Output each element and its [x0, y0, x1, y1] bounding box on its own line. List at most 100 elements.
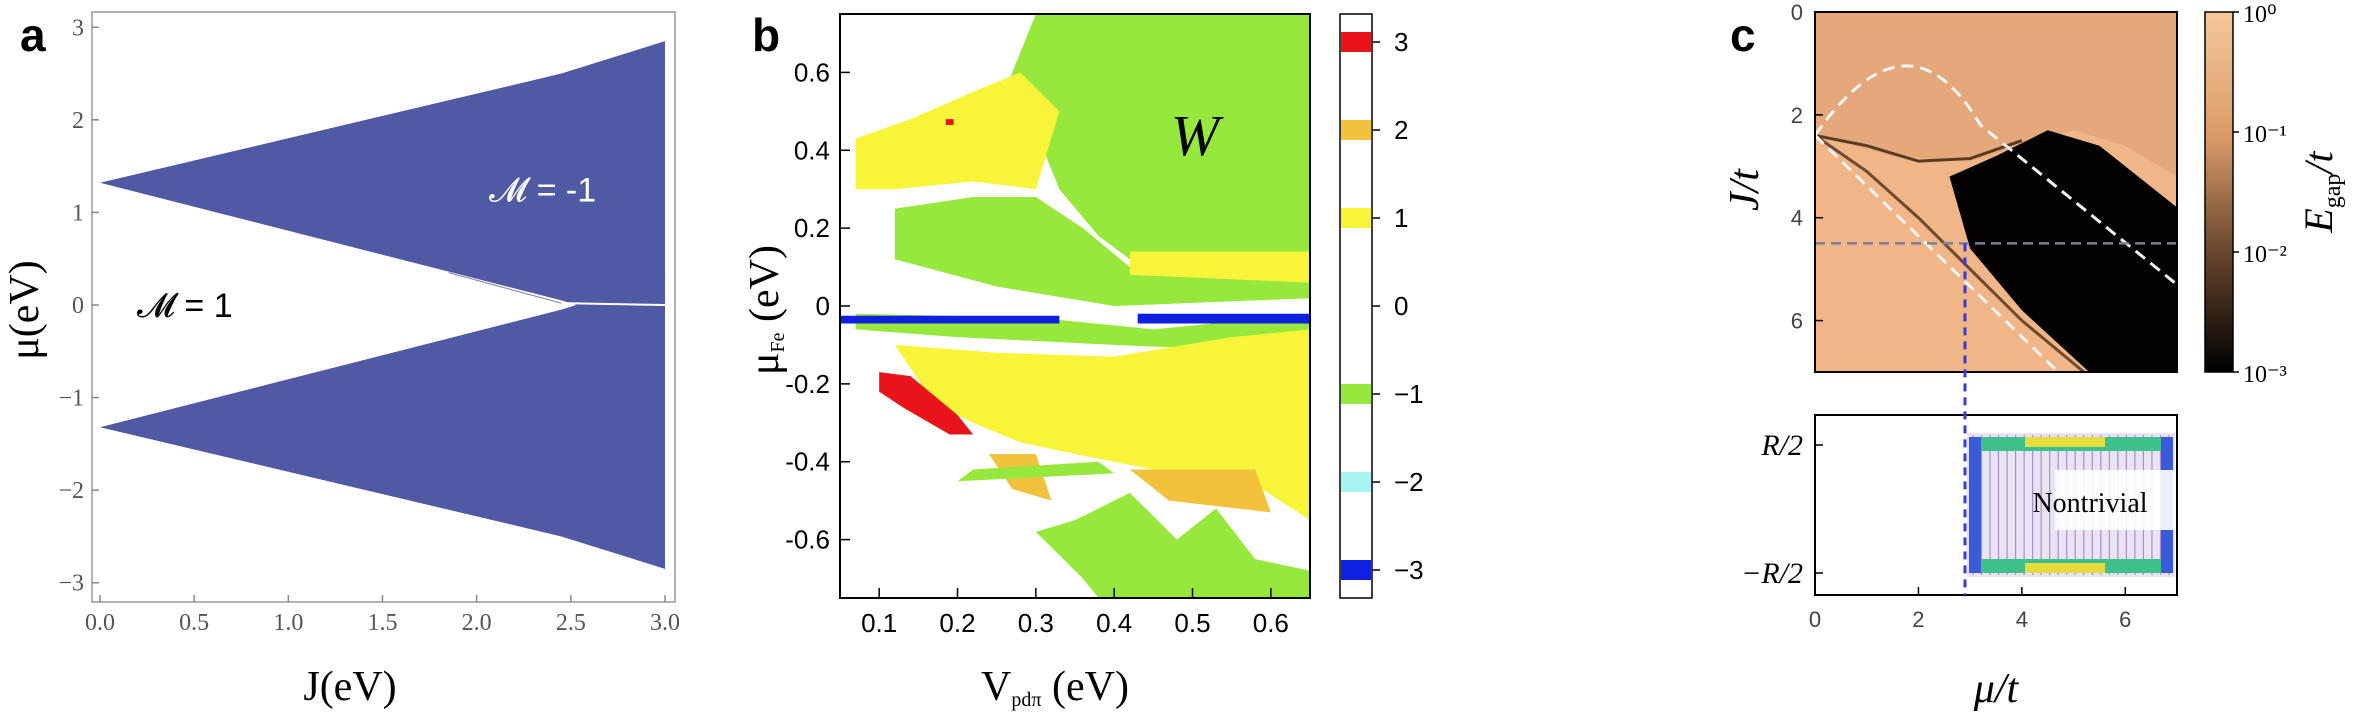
panel-b-xlabel-main: V: [981, 664, 1011, 710]
x-tick-label: 0.2: [939, 608, 975, 638]
panel-c-chart: 0 2 4 6 0 2 4 6 R/2 −R/2 10⁰ 10⁻¹ 10⁻² 10⁻³ Nontrivi…: [1722, 0, 2346, 712]
y-tick-label: 0.6: [794, 57, 830, 87]
panel-b-chart: 0.1 0.2 0.3 0.4 0.5 0.6 0.6 0.4 0.2 0 -0.2 -0.4 -0.6…: [742, 13, 1424, 711]
y-tick-label: 4: [1791, 206, 1803, 231]
gap-line: [561, 302, 666, 306]
y-tick-label: 0: [72, 293, 84, 319]
x-tick-label: 0.4: [1096, 608, 1132, 638]
band-area-0: [100, 41, 665, 333]
panel-c-cbar-label-sub: gap: [2320, 174, 2346, 209]
region-green-mid: [894, 196, 1310, 306]
y-tick-label: −3: [58, 571, 84, 597]
x-tick-label: 2.5: [556, 610, 586, 636]
panel-a-chart: 𝓜 = -1 𝓜 = 1 0.0 0.5 1.0 1.5 2.0 2.5 3.0 −3 −2 −1 0…: [2, 11, 680, 710]
region-blue-right: [1137, 313, 1310, 324]
region-yellow-upper: [855, 72, 1060, 190]
colorbar-swatch: [1341, 208, 1371, 228]
y-tick-label: 0.2: [794, 213, 830, 243]
colorbar-tick-label: 10⁻¹: [2243, 122, 2287, 148]
y-tick-label: 3: [72, 15, 84, 41]
colorbar-label: 3: [1394, 27, 1408, 57]
colorbar-frame: [1339, 13, 1373, 599]
inset-label-bg: [2054, 470, 2177, 530]
colorbar-swatch: [1341, 32, 1371, 52]
panel-c-cbar-label-main: E: [2296, 208, 2341, 233]
y-tick-label: −2: [58, 478, 84, 504]
x-tick-label: 0.1: [861, 608, 897, 638]
colorbar-label: 0: [1394, 291, 1408, 321]
x-tick-label: 0.6: [1253, 608, 1289, 638]
x-tick-label: 1.0: [273, 610, 303, 636]
inset-y-tick-label: −R/2: [1741, 557, 1803, 590]
region-blue-left: [840, 315, 1060, 324]
x-tick-label: 3.0: [650, 610, 680, 636]
panel-c-inset-frame: [1814, 414, 2178, 596]
y-tick-label: −1: [58, 386, 84, 412]
panel-c-xlabel: μ/t: [1973, 666, 2020, 712]
region-gold: [1129, 469, 1271, 513]
region-green-strip: [957, 461, 1115, 482]
colorbar-label: −3: [1394, 555, 1424, 585]
colorbar-label: 2: [1394, 115, 1408, 145]
inset-edge-left: [1968, 437, 1981, 573]
panel-c-cbar-label-tail: /t: [2296, 150, 2341, 175]
region-yellow-big: [894, 329, 1310, 521]
panel-b-ylabel-unit: (eV): [742, 245, 788, 332]
panel-b-winding-label: W: [1171, 103, 1224, 168]
panel-a-plot-frame: [91, 11, 676, 603]
gap-closing-line: [1815, 133, 2023, 163]
colorbar-swatch: [1341, 384, 1371, 404]
upper-shaded: [1815, 12, 2177, 177]
colorbar-swatch: [1341, 472, 1371, 492]
panel-letter-a: a: [20, 9, 46, 61]
y-tick-label: 2: [1791, 103, 1803, 128]
x-tick-label: 2: [1912, 607, 1924, 632]
y-tick-label: -0.6: [785, 525, 830, 555]
y-tick-label: -0.2: [785, 369, 830, 399]
x-tick-label: 4: [2016, 607, 2028, 632]
annotation-0: 𝓜 = -1: [489, 171, 596, 209]
panel-b-xlabel-sub: pdπ: [1011, 689, 1041, 711]
region-green-upper: [1004, 14, 1310, 260]
y-tick-label: -0.4: [785, 447, 830, 477]
x-tick-label: 6: [2119, 607, 2131, 632]
panel-b-ylabel-main: μ: [742, 352, 788, 375]
panel-letter-b: b: [752, 9, 781, 61]
colorbar-label: −2: [1394, 467, 1424, 497]
panel-b-ylabel-sub: Fe: [767, 332, 789, 352]
panel-c-ylabel: J/t: [1722, 168, 1768, 211]
region-red-dot: [945, 119, 954, 125]
colorbar-tick-label: 10⁻²: [2243, 242, 2287, 268]
nontrivial-region: [1949, 130, 2177, 372]
colorbar-tick-label: 10⁰: [2243, 2, 2277, 28]
annotation-1: 𝓜 = 1: [137, 287, 233, 325]
colorbar-tick-label: 10⁻³: [2243, 362, 2287, 388]
y-tick-label: 2: [72, 108, 84, 134]
colorbar-gradient: [2204, 11, 2234, 373]
y-tick-label: 1: [72, 200, 84, 226]
edge-state-line: [448, 272, 562, 304]
x-tick-label: 0.0: [85, 610, 115, 636]
inset-edge-yellow-top: [2024, 437, 2105, 447]
inset-edge-yellow-bottom: [2024, 563, 2105, 573]
panel-c-colorbar-label: Egap/t: [2296, 150, 2346, 233]
x-tick-label: 0.3: [1018, 608, 1054, 638]
panel-c-inset-label: Nontrivial: [2032, 488, 2147, 519]
x-tick-label: 0.5: [1174, 608, 1210, 638]
x-tick-label: 0: [1809, 607, 1821, 632]
inset-y-tick-label: R/2: [1760, 429, 1803, 462]
panel-b-ylabel: μFe (eV): [742, 245, 789, 375]
dashed-boundary-upper: [1815, 64, 2177, 286]
colorbar-label: −1: [1394, 379, 1424, 409]
region-green-bottom: [1035, 492, 1310, 598]
colorbar-label: 1: [1394, 203, 1408, 233]
x-tick-label: 2.0: [462, 610, 492, 636]
y-tick-label: 0: [816, 291, 830, 321]
y-tick-label: 6: [1791, 309, 1803, 334]
y-tick-label: 0: [1791, 0, 1803, 25]
y-tick-label: 0.4: [794, 135, 830, 165]
panel-a-ylabel: μ(eV): [2, 260, 48, 359]
x-tick-label: 0.5: [179, 610, 209, 636]
panel-a-xlabel: J(eV): [303, 664, 396, 710]
x-tick-label: 1.5: [368, 610, 398, 636]
